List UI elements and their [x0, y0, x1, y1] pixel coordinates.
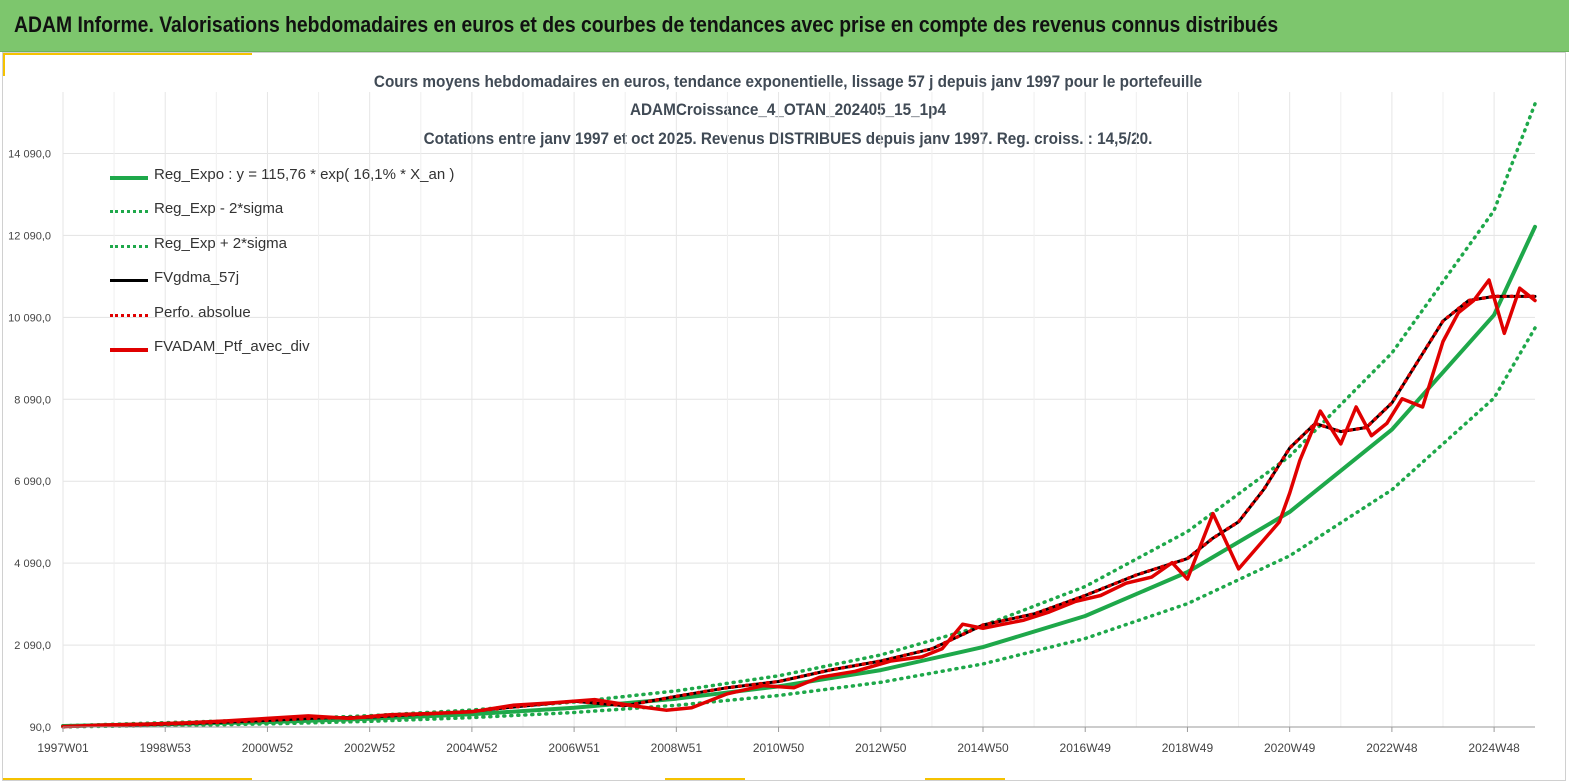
series-lines — [61, 102, 1537, 729]
accent-bar-bottom-mid — [665, 778, 745, 781]
y-tick-label: 90,0 — [30, 722, 51, 734]
grid-lines — [62, 92, 1535, 727]
legend-swatch-fvgdma — [110, 279, 148, 283]
x-tick-label: 2008W51 — [651, 741, 703, 755]
x-tick-label: 2014W50 — [957, 741, 1009, 755]
series-line-1 — [61, 326, 1537, 729]
accent-bar-top-left — [2, 52, 252, 55]
chart-title-line-1: Cours moyens hebdomadaires en euros, ten… — [373, 72, 1203, 91]
series-line-2 — [61, 102, 1537, 728]
series-line-4 — [61, 294, 1537, 729]
x-tick-label: 2000W52 — [242, 741, 294, 755]
x-tick-label: 1998W53 — [140, 741, 192, 755]
x-tick-label: 1997W01 — [37, 741, 89, 755]
legend-swatch-ptf — [110, 347, 148, 352]
legend-label-ptf: FVADAM_Ptf_avec_div — [154, 337, 310, 355]
series-line-5 — [61, 278, 1537, 729]
x-tick-label: 2024W48 — [1468, 741, 1520, 755]
x-tick-label: 2010W50 — [753, 741, 805, 755]
x-tick-label: 2016W49 — [1060, 741, 1112, 755]
chart-title-line-3: Cotations entre janv 1997 et oct 2025. R… — [423, 129, 1153, 148]
legend-label-reg-expo: Reg_Expo : y = 115,76 * exp( 16,1% * X_a… — [154, 166, 455, 183]
header-banner: ADAM Informe. Valorisations hebdomadaire… — [0, 0, 1569, 52]
legend-swatch-reg-exp-minus — [110, 210, 148, 214]
accent-bar-bottom-left — [2, 778, 252, 781]
y-tick-label: 12 090,0 — [8, 230, 51, 242]
x-tick-label: 2022W48 — [1366, 741, 1418, 755]
accent-bar-left — [2, 52, 5, 76]
banner-title: ADAM Informe. Valorisations hebdomadaire… — [14, 12, 1279, 37]
x-tick-label: 2018W49 — [1162, 741, 1214, 755]
chart-title-line-2: ADAMCroissance_4_OTAN_202405_15_1p4 — [629, 100, 947, 119]
x-tick-label: 2006W51 — [548, 741, 600, 755]
legend-label-fvgdma: FVgdma_57j — [154, 269, 240, 287]
series-line-0 — [61, 224, 1537, 728]
y-tick-label: 4 090,0 — [14, 558, 51, 570]
y-tick-label: 2 090,0 — [14, 640, 51, 652]
y-tick-label: 6 090,0 — [14, 476, 51, 488]
axes: 90,0 2 090,0 4 090,0 6 090,0 8 090,0 10 090,0… — [8, 148, 1535, 755]
legend-label-perfo: Perfo. absolue — [154, 303, 251, 321]
legend-label-reg-exp-plus: Reg_Exp + 2*sigma — [154, 234, 287, 252]
legend-swatch-reg-expo — [110, 176, 148, 180]
x-tick-label: 2012W50 — [855, 741, 907, 755]
legend-swatch-perfo — [110, 313, 148, 317]
x-tick-label: 2004W52 — [446, 741, 498, 755]
y-tick-label: 14 090,0 — [8, 148, 51, 160]
accent-bar-bottom-right — [925, 778, 1005, 781]
x-tick-label: 2002W52 — [344, 741, 396, 755]
x-tick-label: 2020W49 — [1264, 741, 1316, 755]
y-tick-label: 8 090,0 — [14, 394, 51, 406]
chart-frame — [2, 52, 1566, 781]
y-tick-label: 10 090,0 — [8, 312, 51, 324]
legend-label-reg-exp-minus: Reg_Exp - 2*sigma — [154, 200, 284, 218]
legend-swatch-reg-exp-plus — [110, 244, 148, 248]
series-line-3 — [61, 294, 1537, 729]
